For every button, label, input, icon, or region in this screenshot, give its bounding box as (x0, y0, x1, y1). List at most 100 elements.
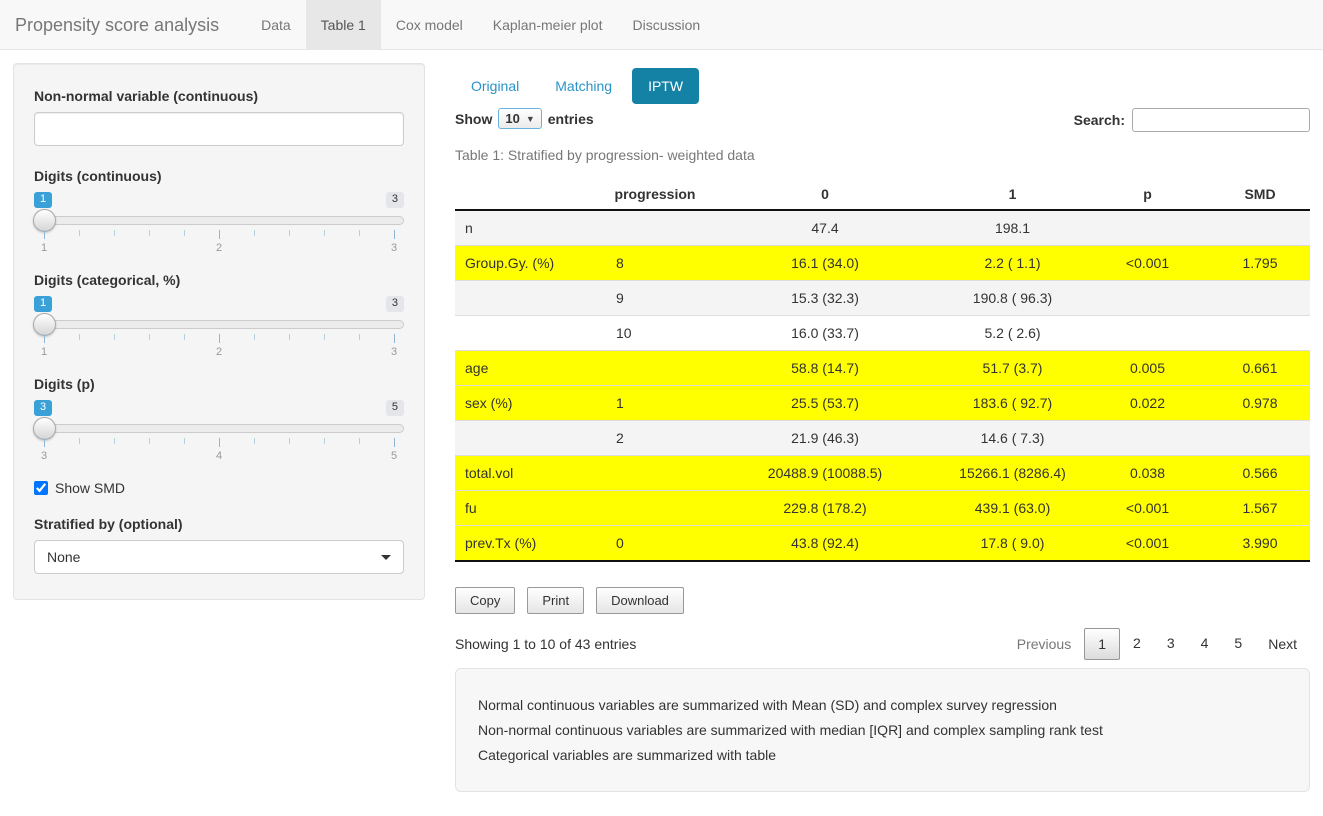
table-cell: 198.1 (940, 209, 1085, 246)
subtab[interactable]: Matching (555, 78, 613, 94)
table-cell: 16.1 (34.0) (710, 245, 940, 281)
table-cell (600, 209, 710, 246)
slider-label: Digits (categorical, %) (34, 272, 181, 288)
summary-note: Normal continuous variables are summariz… (478, 697, 1057, 713)
summary-note: Non-normal continuous variables are summ… (478, 722, 1103, 738)
table-cell: 5.2 ( 2.6) (940, 315, 1085, 351)
slider-track[interactable] (33, 209, 404, 232)
page-number-button[interactable]: 5 (1234, 635, 1243, 651)
slider-tick-label: 2 (215, 346, 223, 358)
datatable-controls: Show 10 ▼ entries Search: (455, 108, 1310, 134)
table-row: age 58.8 (14.7) 51.7 (3.7) 0.005 0.661 (455, 350, 1310, 386)
stratified-by-select[interactable]: None (34, 540, 404, 574)
slider-value-badge: 3 (34, 400, 53, 416)
table-cell (1085, 420, 1210, 456)
slider-track[interactable] (33, 417, 404, 440)
table-cell (600, 455, 710, 491)
slider-track[interactable] (33, 313, 404, 336)
export-buttons: Copy Print Download (455, 587, 684, 614)
column-header[interactable]: p (1085, 178, 1210, 211)
show-smd-row[interactable]: Show SMD (34, 480, 404, 496)
summary-notes-box: Normal continuous variables are summariz… (455, 668, 1310, 792)
table-cell: 0.661 (1210, 350, 1310, 386)
navbar-tab[interactable]: Cox model (395, 17, 463, 33)
table-cell (455, 280, 600, 316)
previous-page-button[interactable]: Previous (1016, 636, 1072, 652)
table-cell: fu (455, 490, 600, 526)
page-number-button[interactable]: 2 (1133, 635, 1141, 651)
table-cell: 9 (600, 280, 710, 316)
slider-tick-label: 5 (390, 450, 398, 462)
subtab[interactable]: IPTW (632, 68, 700, 104)
column-header[interactable]: progression (600, 178, 710, 211)
slider-block: Digits (categorical, %) 1 3 1 2 3 (33, 272, 404, 358)
table-cell: <0.001 (1085, 490, 1210, 526)
table-cell: 0 (600, 525, 710, 561)
table-cell: 229.8 (178.2) (710, 490, 940, 526)
export-button[interactable]: Download (596, 587, 684, 614)
table-cell (455, 315, 600, 351)
column-header[interactable]: SMD (1210, 178, 1310, 211)
stratified-by-label: Stratified by (optional) (34, 516, 183, 532)
page-length-select[interactable]: 10 ▼ (498, 108, 542, 129)
table-cell: 10 (600, 315, 710, 351)
table-cell: <0.001 (1085, 245, 1210, 281)
navbar-tab[interactable]: Data (261, 17, 291, 33)
table-cell: 8 (600, 245, 710, 281)
table-cell: 58.8 (14.7) (710, 350, 940, 386)
page-number-button[interactable]: 1 (1084, 628, 1121, 660)
search-control: Search: (1074, 108, 1310, 132)
show-smd-checkbox[interactable] (34, 481, 48, 495)
subtab[interactable]: Original (471, 78, 520, 94)
table-row: 9 15.3 (32.3) 190.8 ( 96.3) (455, 280, 1310, 316)
slider[interactable]: 1 3 1 2 3 (33, 296, 404, 358)
nonnormal-variable-input[interactable] (34, 112, 404, 146)
table-cell: sex (%) (455, 385, 600, 421)
table-cell (1210, 420, 1310, 456)
slider-handle[interactable] (33, 417, 56, 440)
navbar-tab[interactable]: Kaplan-meier plot (492, 17, 603, 33)
slider[interactable]: 1 3 1 2 3 (33, 192, 404, 254)
table-cell: 0.022 (1085, 385, 1210, 421)
table-row: Group.Gy. (%) 8 16.1 (34.0) 2.2 ( 1.1) <0.00… (455, 245, 1310, 281)
page-number-button[interactable]: 3 (1166, 635, 1175, 651)
slider-handle[interactable] (33, 209, 56, 232)
select-caret-icon: ▼ (525, 113, 535, 124)
table-cell (1210, 280, 1310, 316)
table-cell: 21.9 (46.3) (710, 420, 940, 456)
table1-subtabs: Original Matching IPTW (455, 68, 703, 104)
search-input[interactable] (1132, 108, 1310, 132)
slider-tick-label: 3 (40, 450, 48, 462)
navbar-tab[interactable]: Table 1 (305, 0, 381, 49)
table-cell: 183.6 ( 92.7) (940, 385, 1085, 421)
table-cell: 2 (600, 420, 710, 456)
table-cell: 0.566 (1210, 455, 1310, 491)
table-cell: 0.978 (1210, 385, 1310, 421)
table-cell: n (455, 209, 600, 246)
table-cell: 0.038 (1085, 455, 1210, 491)
column-header[interactable]: 0 (710, 178, 940, 211)
table-cell (1210, 209, 1310, 246)
export-button[interactable]: Copy (455, 587, 516, 614)
table-row: 2 21.9 (46.3) 14.6 ( 7.3) (455, 420, 1310, 456)
slider-tick-label: 1 (40, 242, 48, 254)
table-cell (1085, 315, 1210, 351)
table-cell: 1.795 (1210, 245, 1310, 281)
page-number-button[interactable]: 4 (1200, 635, 1209, 651)
slider-handle[interactable] (33, 313, 56, 336)
slider-tick-label: 1 (40, 346, 48, 358)
table-row: n 47.4 198.1 (455, 209, 1310, 246)
table-row: sex (%) 1 25.5 (53.7) 183.6 ( 92.7) 0.022 0.9… (455, 385, 1310, 421)
table-cell: <0.001 (1085, 525, 1210, 561)
table-cell (600, 490, 710, 526)
slider-max-badge: 5 (385, 400, 404, 416)
page-length-control: Show 10 ▼ entries (455, 108, 594, 129)
slider[interactable]: 3 5 3 4 5 (33, 400, 404, 462)
export-button[interactable]: Print (527, 587, 585, 614)
table-cell (1085, 280, 1210, 316)
column-header[interactable]: 1 (940, 178, 1085, 211)
column-header[interactable] (455, 178, 600, 211)
next-page-button[interactable]: Next (1268, 636, 1297, 652)
summary-note: Categorical variables are summarized wit… (478, 747, 777, 763)
navbar-tab[interactable]: Discussion (632, 17, 701, 33)
